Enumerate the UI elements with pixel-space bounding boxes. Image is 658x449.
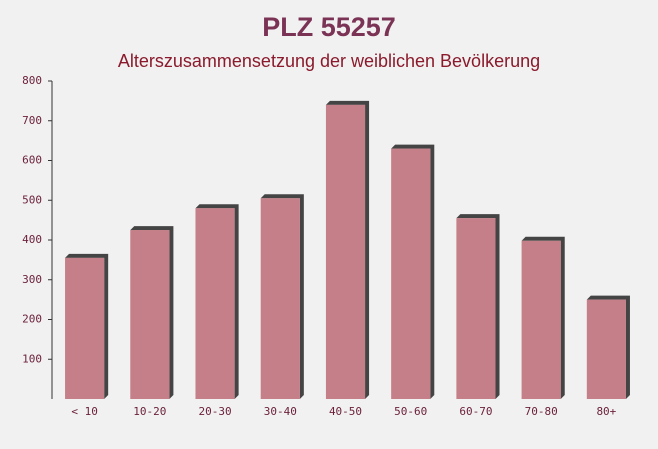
chart-subtitle: Alterszusammensetzung der weiblichen Bev… <box>118 51 540 71</box>
bar <box>130 230 170 399</box>
bar <box>586 299 626 399</box>
bar <box>391 148 431 399</box>
x-tick-label: 60-70 <box>459 405 492 418</box>
x-tick-label: 50-60 <box>394 405 427 418</box>
x-tick-label: 40-50 <box>329 405 362 418</box>
bar <box>260 198 300 399</box>
y-tick-label: 300 <box>22 273 42 286</box>
y-tick-label: 100 <box>22 352 42 365</box>
y-tick-label: 700 <box>22 114 42 127</box>
bar <box>456 218 496 399</box>
y-tick-label: 200 <box>22 313 42 326</box>
x-tick-label: 80+ <box>596 405 616 418</box>
chart-title: PLZ 55257 <box>262 12 396 42</box>
y-tick-label: 800 <box>22 74 42 87</box>
bar <box>65 257 105 399</box>
x-tick-label: 10-20 <box>133 405 166 418</box>
y-tick-label: 400 <box>22 233 42 246</box>
y-tick-label: 600 <box>22 154 42 167</box>
bar <box>325 104 366 399</box>
bar <box>195 208 235 399</box>
x-tick-label: 70-80 <box>525 405 558 418</box>
x-tick-label: 30-40 <box>264 405 297 418</box>
bar <box>521 240 561 399</box>
x-tick-label: 20-30 <box>198 405 231 418</box>
x-tick-label: < 10 <box>71 405 98 418</box>
y-tick-label: 500 <box>22 193 42 206</box>
